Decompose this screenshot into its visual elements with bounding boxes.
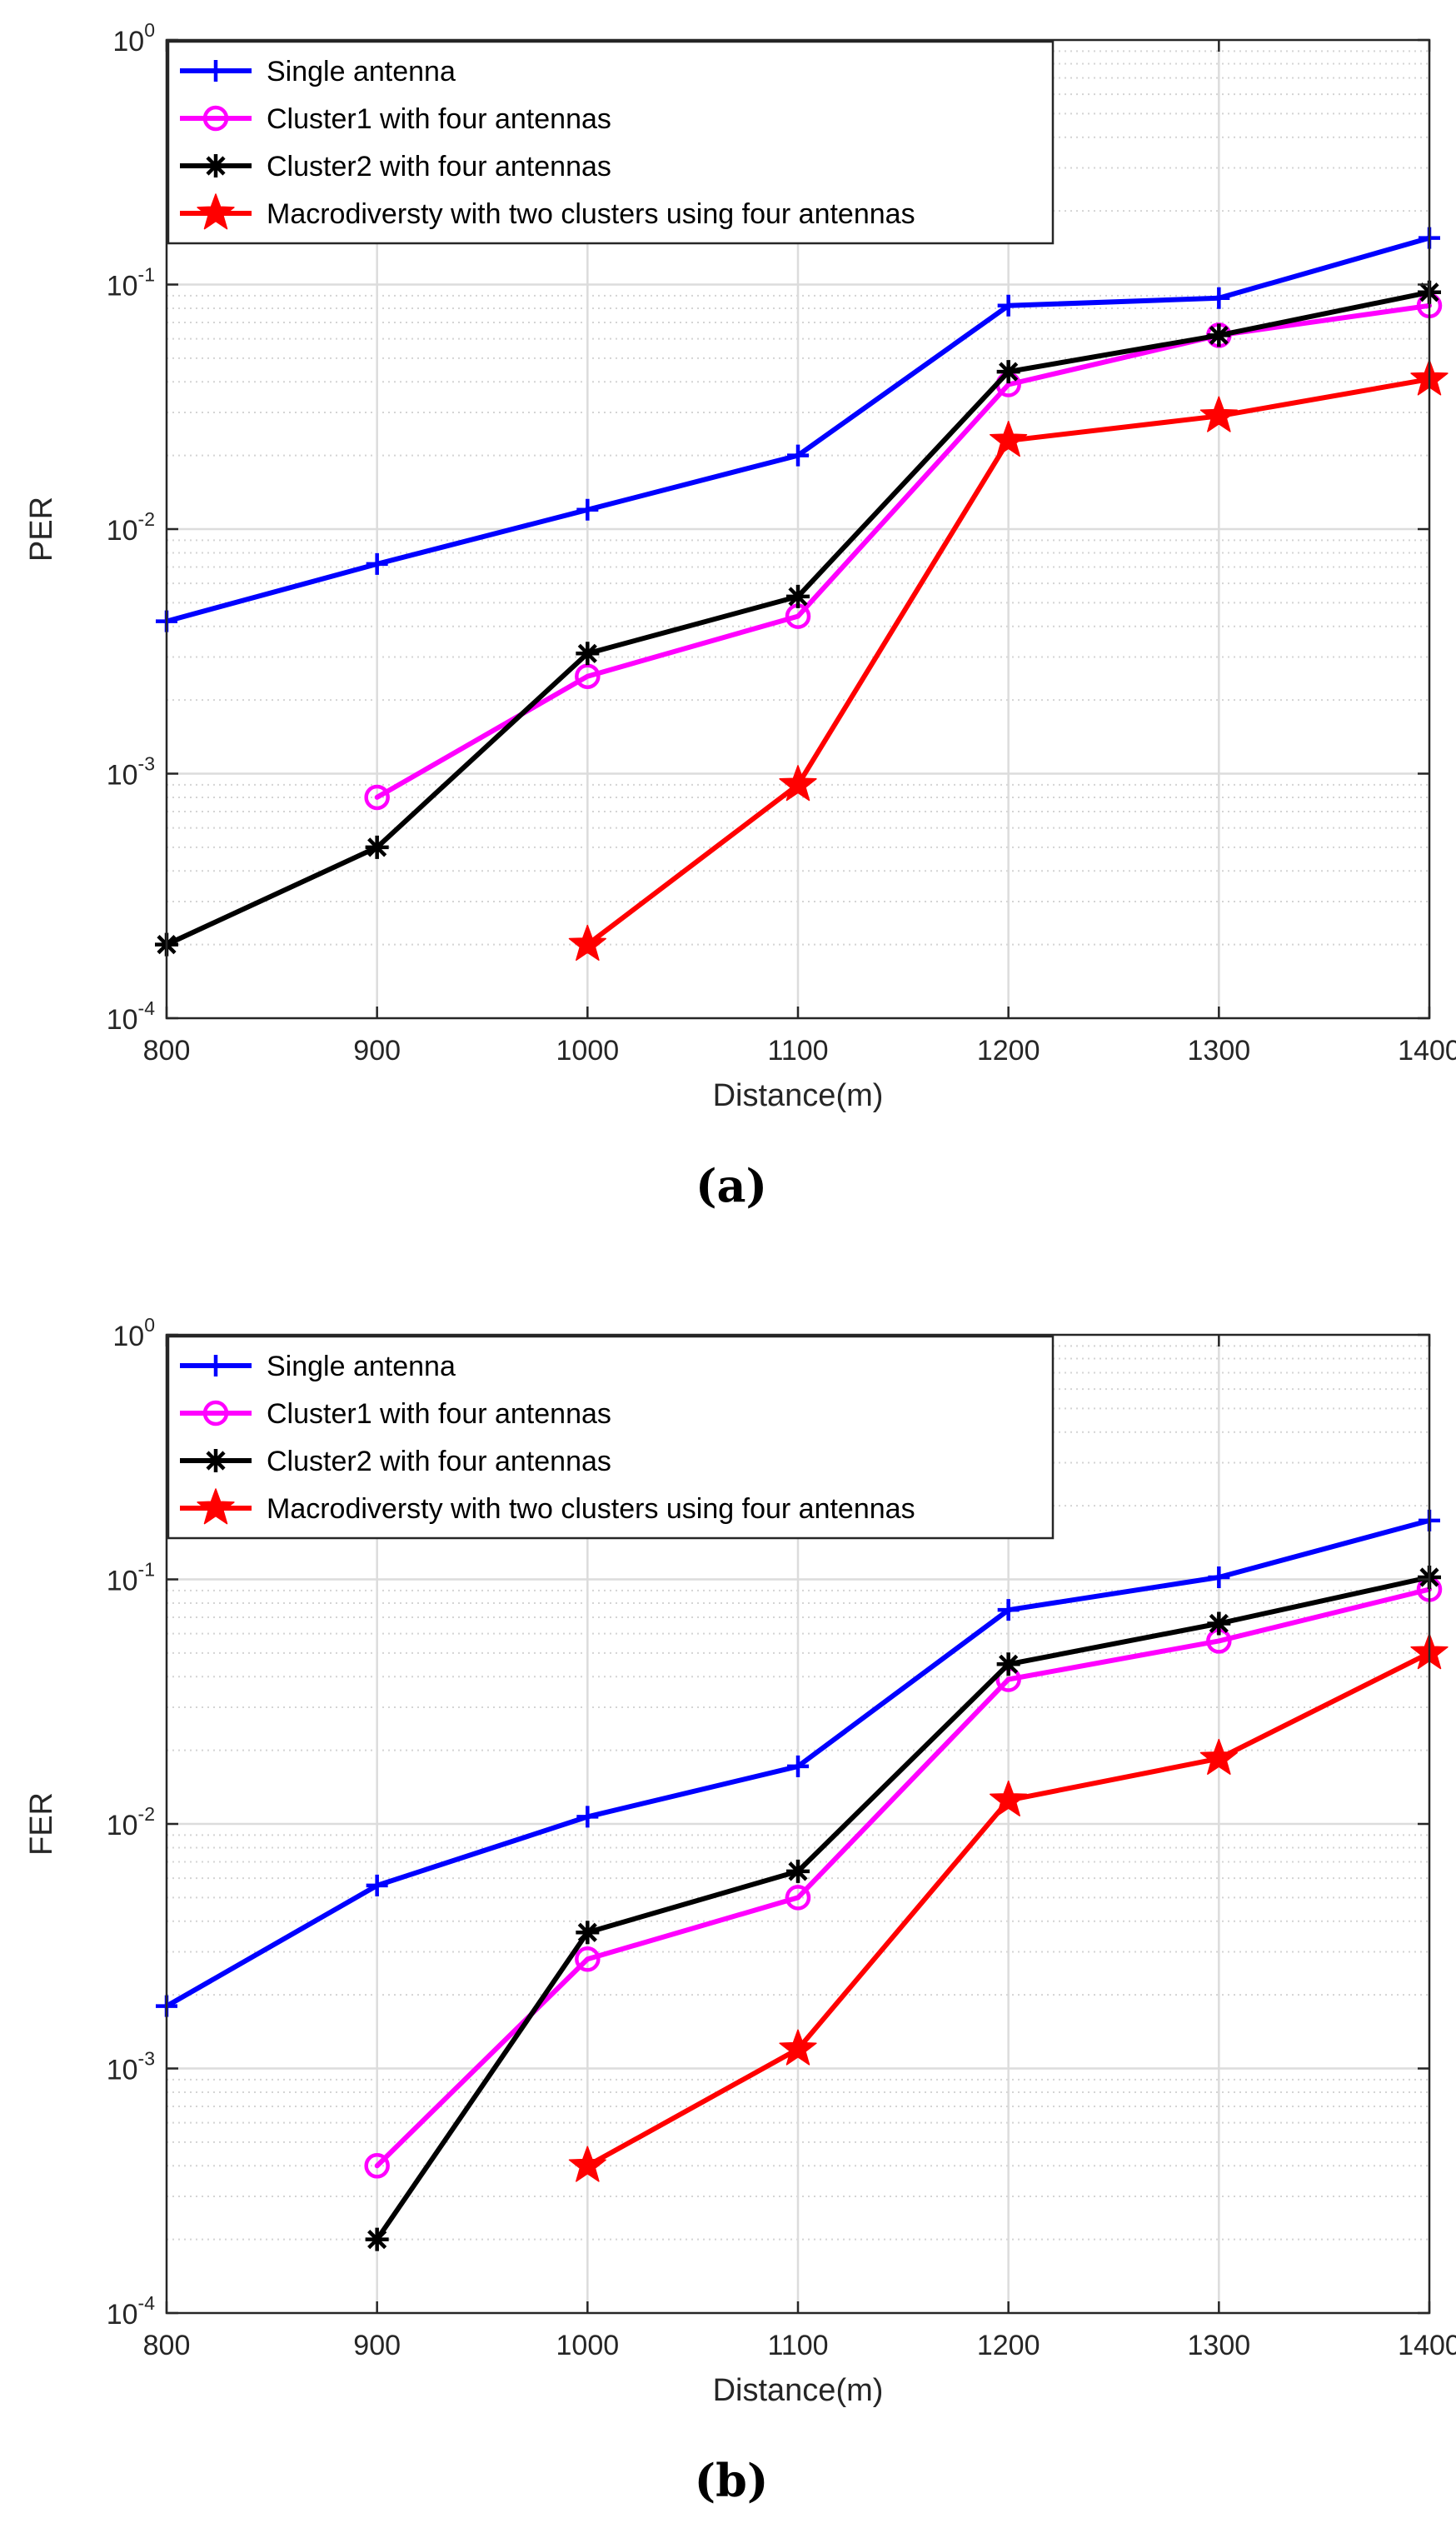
x-tick-label: 1000 (556, 2330, 620, 2361)
figure-caption: (a) (696, 1159, 767, 1212)
series-line-3 (374, 1575, 1432, 2242)
data-point (568, 924, 606, 962)
x-tick-label: 1200 (977, 2330, 1040, 2361)
data-point (787, 444, 809, 467)
x-tick-label: 1100 (767, 1035, 828, 1067)
x-tick-label: 1400 (1398, 2330, 1456, 2361)
legend-entry: Cluster2 with four antennas (267, 1446, 611, 1477)
legend-marker (204, 154, 227, 177)
x-tick-label: 1100 (767, 2330, 828, 2361)
legend-box (167, 40, 1055, 245)
data-point (1199, 396, 1238, 432)
y-tick-label: 10-2 (107, 1803, 155, 1841)
data-point (575, 663, 601, 689)
x-axis-label: Distance(m) (713, 1078, 884, 1113)
data-point (576, 1921, 600, 1945)
legend-marker (205, 60, 227, 82)
x-tick-label: 900 (353, 1035, 401, 1067)
data-point (786, 584, 810, 608)
legend-entry: Cluster1 with four antennas (267, 103, 611, 135)
legend-marker (205, 1355, 227, 1376)
legend-entry: Macrodiversty with two clusters using fo… (267, 1493, 915, 1525)
y-axis-label: PER (24, 497, 59, 562)
x-tick-label: 1400 (1398, 1035, 1456, 1067)
data-point (364, 2153, 390, 2179)
data-point (1208, 1566, 1230, 1588)
x-tick-label: 1300 (1188, 1035, 1251, 1067)
y-tick-label: 10-4 (107, 997, 155, 1036)
data-point (576, 498, 599, 521)
y-tick-label: 10-2 (107, 508, 155, 547)
y-tick-label: 10-4 (107, 2292, 155, 2331)
data-point (1207, 1611, 1231, 1636)
legend-entry: Single antenna (267, 56, 456, 87)
chart-a: 800 900 1000 1100 1200 1300 1400 100 10-1 10-2 10-… (24, 19, 1456, 1212)
y-tick-label: 10-3 (107, 753, 155, 792)
y-tick-label: 100 (112, 19, 155, 57)
data-point (576, 642, 600, 666)
x-tick-label: 1200 (977, 1035, 1040, 1067)
x-tick-label: 800 (143, 1035, 191, 1067)
x-axis-label: Distance(m) (713, 2373, 884, 2408)
figure-caption: (b) (695, 2454, 769, 2507)
data-point (1208, 287, 1230, 309)
data-point (779, 765, 817, 802)
legend-entry: Cluster1 with four antennas (267, 1398, 611, 1430)
legend-marker (197, 193, 235, 230)
data-point (365, 2227, 389, 2251)
data-point (779, 2029, 817, 2066)
data-point (575, 1946, 601, 1972)
data-point (997, 294, 1020, 317)
data-point (576, 1806, 599, 1828)
legend-box (167, 1335, 1055, 1540)
legend-marker (202, 105, 229, 132)
legend-entry: Single antenna (267, 1351, 456, 1382)
x-tick-label: 1000 (556, 1035, 620, 1067)
y-axis-label: FER (24, 1792, 59, 1856)
legend-entry: Cluster2 with four antennas (267, 151, 611, 182)
data-point (996, 1652, 1020, 1676)
data-point (568, 2146, 606, 2182)
x-tick-label: 1300 (1188, 2330, 1251, 2361)
data-point (364, 784, 390, 811)
data-point (1199, 1738, 1238, 1775)
data-point (785, 1885, 811, 1911)
y-tick-label: 10-1 (107, 1559, 155, 1597)
data-point (366, 1874, 388, 1896)
series-line-2 (374, 1586, 1432, 2169)
chart-b: 800 900 1000 1100 1200 1300 1400 100 10-1 10-2 10-… (24, 1314, 1456, 2507)
data-point (787, 1755, 809, 1777)
legend-marker (202, 1400, 229, 1426)
data-point (990, 421, 1028, 457)
x-tick-label: 800 (143, 2330, 191, 2361)
y-tick-label: 100 (112, 1314, 155, 1352)
data-point (366, 552, 388, 575)
legend-entry: Macrodiversty with two clusters using fo… (267, 198, 915, 230)
y-tick-label: 10-1 (107, 264, 155, 302)
data-point (990, 1780, 1028, 1816)
data-point (996, 360, 1020, 384)
x-tick-label: 900 (353, 2330, 401, 2361)
legend-marker (204, 1449, 227, 1472)
data-point (365, 835, 389, 859)
y-tick-label: 10-3 (107, 2048, 155, 2086)
legend-marker (197, 1488, 235, 1525)
data-point (786, 1859, 810, 1883)
data-point (997, 1599, 1020, 1621)
data-point (1207, 323, 1231, 347)
